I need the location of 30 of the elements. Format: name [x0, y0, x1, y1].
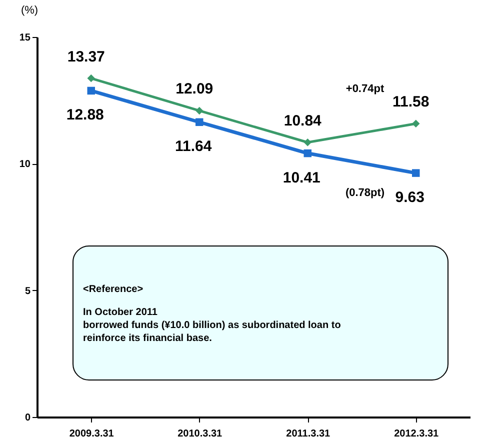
data-label: 11.58 — [392, 94, 430, 111]
point — [412, 169, 420, 177]
data-label: 13.37 — [67, 48, 105, 66]
annotation: (0.78pt) — [345, 187, 385, 199]
x-tick-label: 2011.3.31 — [286, 428, 331, 440]
annotation: borrowed funds (¥10.0 billion) as subordinated loan to reinforce its financial base. — [83, 320, 341, 344]
y-tick-label: 5 — [24, 286, 31, 297]
x-tick-label: 2009.3.31 — [69, 428, 114, 440]
point — [412, 120, 420, 128]
data-label: 10.84 — [284, 112, 322, 130]
x-tick-label: 2010.3.31 — [178, 428, 223, 440]
data-label: 12.09 — [176, 80, 214, 98]
point — [87, 86, 95, 95]
x-tick-label: 2012.3.31 — [394, 428, 440, 440]
point — [196, 106, 204, 115]
data-label: 11.64 — [175, 138, 212, 156]
data-label: 10.41 — [282, 169, 320, 186]
data-label: 12.88 — [66, 106, 104, 124]
y-tick-label: 0 — [24, 412, 31, 424]
point — [304, 138, 312, 146]
annotation: In October 2011 — [83, 307, 158, 318]
point — [196, 118, 204, 126]
point — [304, 149, 312, 158]
y-axis-title: (%) — [20, 4, 38, 16]
annotation: +0.74pt — [346, 83, 384, 95]
y-tick-label: 10 — [19, 159, 31, 170]
data-label: 9.63 — [395, 189, 424, 206]
y-tick-label: 15 — [19, 32, 31, 44]
point — [87, 74, 95, 82]
annotation: <Reference> — [83, 284, 144, 295]
